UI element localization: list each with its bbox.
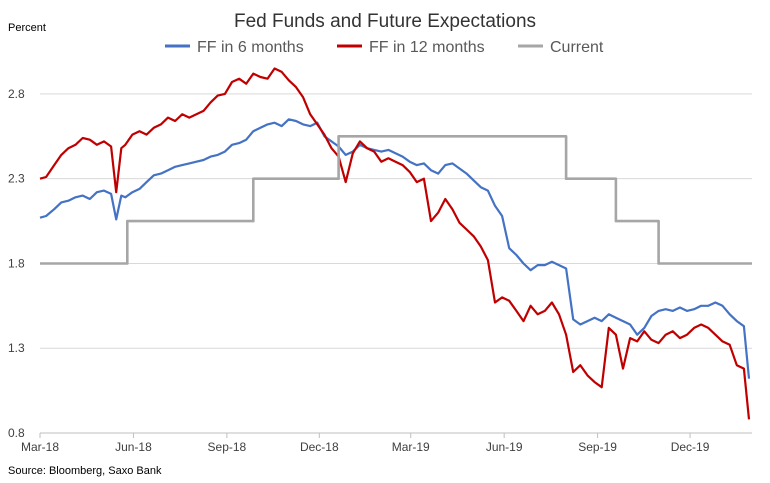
x-tick-label: Dec-18 (300, 440, 339, 454)
gridlines (40, 93, 752, 349)
x-tick-label: Jun-19 (486, 440, 523, 454)
x-tick-label: Sep-18 (208, 440, 247, 454)
series-line-ff-in-12-months (39, 67, 751, 420)
y-tick-label: 2.8 (8, 87, 25, 101)
source-note: Source: Bloomberg, Saxo Bank (8, 465, 162, 477)
legend: FF in 6 months FF in 12 months Current (165, 39, 604, 56)
x-axis-ticks: Mar-18 Jun-18 Sep-18 Dec-18 Mar-19 Jun-19 Sep-… (21, 433, 710, 454)
y-axis-label: Percent (8, 22, 46, 34)
x-tick-label: Dec-19 (671, 440, 710, 454)
series-line-ff-in-6-months (39, 118, 751, 379)
y-axis-ticks: 0.8 1.3 1.8 2.3 2.8 (8, 87, 25, 440)
y-tick-label: 2.3 (8, 172, 25, 186)
x-tick-label: Mar-18 (21, 440, 59, 454)
y-tick-label: 1.3 (8, 341, 25, 355)
series-lines (39, 67, 752, 420)
legend-label-ff-12m: FF in 12 months (369, 39, 485, 56)
chart-title: Fed Funds and Future Expectations (234, 11, 536, 32)
legend-label-ff-6m: FF in 6 months (197, 39, 304, 56)
series-line-current (40, 135, 752, 265)
legend-item-current: Current (518, 39, 604, 56)
x-tick-label: Mar-19 (392, 440, 430, 454)
y-tick-label: 0.8 (8, 426, 25, 440)
legend-item-ff-12m: FF in 12 months (337, 39, 485, 56)
legend-label-current: Current (550, 39, 604, 56)
x-tick-label: Jun-18 (115, 440, 152, 454)
legend-item-ff-6m: FF in 6 months (165, 39, 304, 56)
x-tick-label: Sep-19 (578, 440, 617, 454)
y-tick-label: 1.8 (8, 256, 25, 270)
